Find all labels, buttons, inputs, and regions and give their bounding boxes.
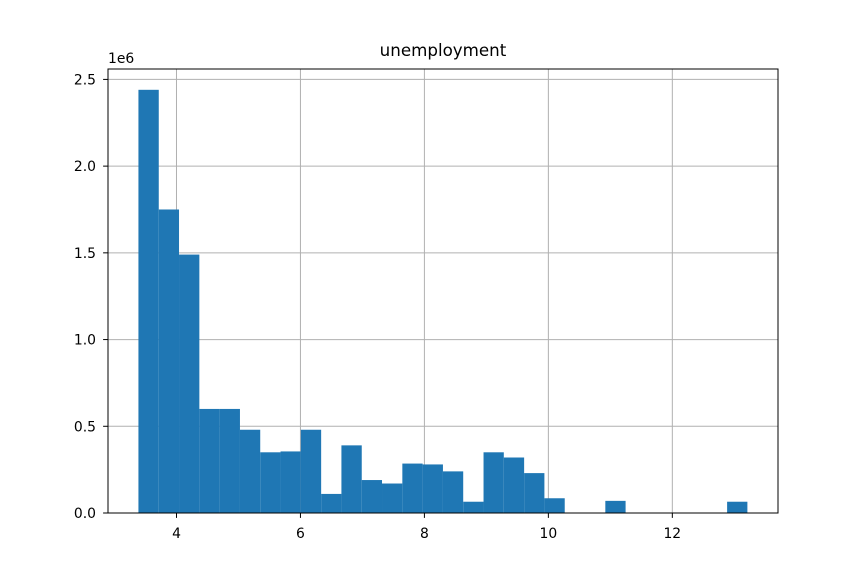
y-tick-label: 0.5 [74,419,96,435]
histogram-bar [239,429,261,513]
x-tick-label: 12 [663,526,681,542]
histogram-bar [300,429,322,513]
y-tick-label: 1.0 [74,333,96,349]
histogram-bar [402,463,423,513]
histogram-bar [321,493,342,513]
histogram-bar [138,89,159,513]
x-tick-label: 6 [296,526,305,542]
histogram-bar [524,473,545,513]
histogram-bar [199,408,220,513]
x-tick-label: 4 [172,526,181,542]
plot-frame [107,68,779,514]
histogram-bar [260,452,281,513]
histogram-bar [422,464,443,513]
histogram-bar [382,483,403,513]
histogram-bar [727,501,748,513]
x-tick-label: 10 [540,526,558,542]
histogram-bar [483,452,504,513]
histogram-bar [341,445,362,513]
y-axis-offset-label: 1e6 [108,51,134,67]
histogram-bar [219,408,240,513]
histogram-bars [138,89,748,513]
histogram-bar [158,209,180,513]
histogram-bar [503,457,525,513]
y-tick-label: 2.0 [74,159,96,175]
histogram-bar [280,451,301,513]
y-tick-label: 2.5 [74,72,96,88]
axis-ticks: 4 6 8 10 12 0.0 0.5 1.0 1.5 2.0 2.5 [74,72,681,542]
histogram-bar [442,471,464,513]
y-tick-label: 0.0 [74,506,96,522]
histogram-bar [544,498,565,513]
histogram-bar [463,501,484,513]
y-tick-label: 1.5 [74,246,96,262]
x-tick-label: 8 [420,526,429,542]
histogram-bar [605,500,626,513]
histogram-bar [179,254,200,513]
chart-title: unemployment [380,40,507,60]
histogram-bar [361,480,383,513]
grid-lines [108,69,778,514]
